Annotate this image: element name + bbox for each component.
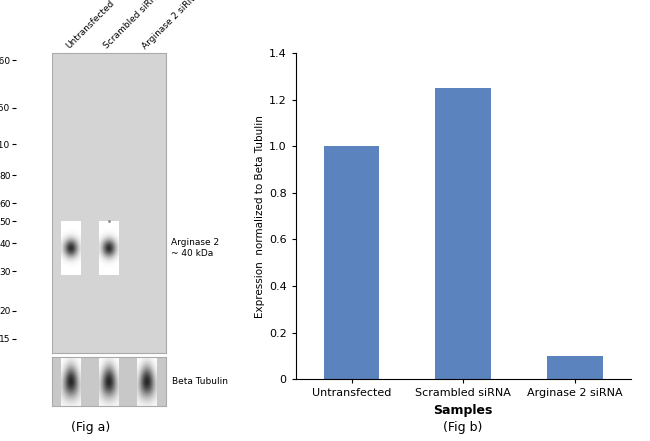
Text: (Fig b): (Fig b) xyxy=(443,422,483,434)
Text: Scrambled siRNA: Scrambled siRNA xyxy=(103,0,164,51)
Bar xyxy=(324,146,380,379)
Text: (Fig a): (Fig a) xyxy=(72,422,110,434)
Text: Beta Tubulin: Beta Tubulin xyxy=(172,377,228,386)
Y-axis label: Expression  normalized to Beta Tubulin: Expression normalized to Beta Tubulin xyxy=(255,115,265,318)
X-axis label: Samples: Samples xyxy=(434,404,493,417)
Bar xyxy=(436,88,491,379)
Text: Arginase 2
~ 40 kDa: Arginase 2 ~ 40 kDa xyxy=(172,238,220,258)
Text: Untransfected: Untransfected xyxy=(64,0,116,51)
Bar xyxy=(547,356,603,379)
Text: Arginase 2 siRNA: Arginase 2 siRNA xyxy=(140,0,202,51)
